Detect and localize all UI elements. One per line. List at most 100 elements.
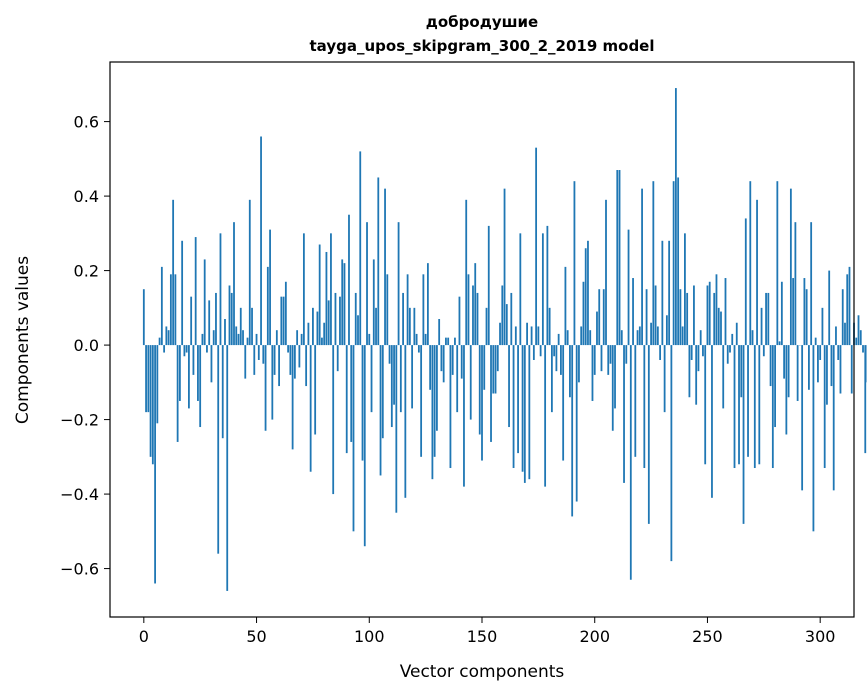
bar-5 bbox=[154, 345, 156, 584]
bar-149 bbox=[478, 345, 481, 435]
bar-66 bbox=[291, 345, 294, 450]
bar-193 bbox=[578, 345, 580, 383]
bar-230 bbox=[661, 240, 664, 346]
bar-249 bbox=[704, 345, 707, 465]
bar-143 bbox=[465, 199, 468, 346]
bar-1 bbox=[145, 345, 147, 413]
bar-59 bbox=[275, 330, 278, 346]
bar-105 bbox=[379, 345, 382, 476]
bar-259 bbox=[726, 345, 729, 364]
bar-107 bbox=[384, 188, 386, 346]
bar-228 bbox=[656, 326, 659, 346]
bar-199 bbox=[591, 345, 594, 401]
y-tick-label: −0.6 bbox=[60, 560, 99, 579]
bar-44 bbox=[242, 330, 244, 346]
bar-260 bbox=[729, 345, 731, 353]
bar-276 bbox=[765, 292, 767, 346]
bar-112 bbox=[395, 345, 398, 513]
bar-320 bbox=[864, 345, 867, 454]
bar-175 bbox=[537, 326, 540, 346]
bar-281 bbox=[776, 181, 779, 346]
bar-74 bbox=[309, 345, 312, 472]
bar-190 bbox=[571, 345, 574, 517]
bar-54 bbox=[264, 345, 267, 431]
bar-295 bbox=[808, 345, 810, 390]
plot-frame bbox=[109, 61, 855, 618]
bar-11 bbox=[167, 330, 170, 346]
bar-118 bbox=[408, 307, 411, 346]
x-axis-ticks: 0 50 100 150 200 250 300 bbox=[139, 617, 835, 646]
bar-34 bbox=[219, 233, 222, 346]
bar-241 bbox=[686, 292, 689, 346]
bar-106 bbox=[381, 345, 384, 439]
bar-288 bbox=[792, 278, 795, 346]
bar-30 bbox=[210, 345, 213, 383]
bar-262 bbox=[733, 345, 736, 469]
bar-7 bbox=[158, 337, 161, 346]
bar-42 bbox=[237, 333, 240, 346]
bar-4 bbox=[151, 345, 154, 465]
bar-250 bbox=[706, 285, 709, 346]
bar-67 bbox=[293, 345, 296, 379]
bar-160 bbox=[503, 188, 506, 346]
x-tick-label: 50 bbox=[246, 627, 266, 646]
bar-216 bbox=[629, 345, 632, 580]
bar-280 bbox=[774, 345, 776, 428]
bar-252 bbox=[711, 345, 713, 498]
bar-267 bbox=[744, 218, 747, 346]
bar-296 bbox=[810, 222, 813, 346]
bar-97 bbox=[361, 345, 364, 461]
bar-283 bbox=[780, 281, 783, 346]
bar-23 bbox=[194, 237, 197, 346]
bar-52 bbox=[260, 136, 262, 346]
bar-120 bbox=[413, 307, 416, 346]
bar-274 bbox=[760, 307, 763, 346]
bar-297 bbox=[812, 345, 815, 532]
bar-158 bbox=[499, 322, 501, 346]
y-tick-label: 0.4 bbox=[74, 187, 99, 206]
bar-21 bbox=[190, 296, 193, 346]
bar-251 bbox=[708, 281, 711, 346]
bar-117 bbox=[406, 274, 409, 346]
bar-61 bbox=[280, 296, 283, 346]
bar-119 bbox=[411, 345, 414, 409]
bar-220 bbox=[638, 326, 641, 346]
bar-147 bbox=[474, 263, 477, 346]
bar-268 bbox=[747, 345, 749, 457]
bar-185 bbox=[560, 345, 562, 375]
bar-187 bbox=[564, 266, 567, 346]
bar-24 bbox=[197, 345, 199, 401]
bar-299 bbox=[817, 345, 819, 383]
bar-122 bbox=[417, 345, 420, 353]
bar-128 bbox=[431, 345, 434, 480]
bar-3 bbox=[149, 345, 152, 457]
bar-294 bbox=[805, 289, 808, 346]
bar-277 bbox=[767, 292, 770, 346]
bar-168 bbox=[521, 345, 524, 472]
bar-271 bbox=[753, 345, 756, 469]
bar-50 bbox=[255, 333, 258, 346]
bar-9 bbox=[163, 345, 166, 353]
bar-104 bbox=[377, 177, 380, 346]
x-tick-label: 100 bbox=[354, 627, 385, 646]
bar-47 bbox=[248, 199, 251, 346]
bar-135 bbox=[447, 337, 450, 346]
bar-236 bbox=[674, 88, 677, 346]
bar-82 bbox=[327, 300, 330, 346]
bar-285 bbox=[785, 345, 788, 435]
bar-60 bbox=[278, 345, 280, 387]
bar-90 bbox=[345, 345, 348, 454]
bar-316 bbox=[855, 337, 858, 346]
bar-240 bbox=[684, 233, 686, 346]
bar-169 bbox=[523, 345, 526, 483]
bar-87 bbox=[339, 296, 341, 346]
bar-125 bbox=[424, 333, 427, 346]
bar-253 bbox=[713, 292, 716, 346]
bar-88 bbox=[341, 259, 344, 346]
bar-19 bbox=[185, 345, 188, 353]
bar-284 bbox=[783, 345, 786, 379]
bar-221 bbox=[641, 188, 643, 346]
bar-132 bbox=[440, 345, 443, 372]
bar-238 bbox=[679, 289, 682, 346]
bar-41 bbox=[235, 326, 238, 346]
